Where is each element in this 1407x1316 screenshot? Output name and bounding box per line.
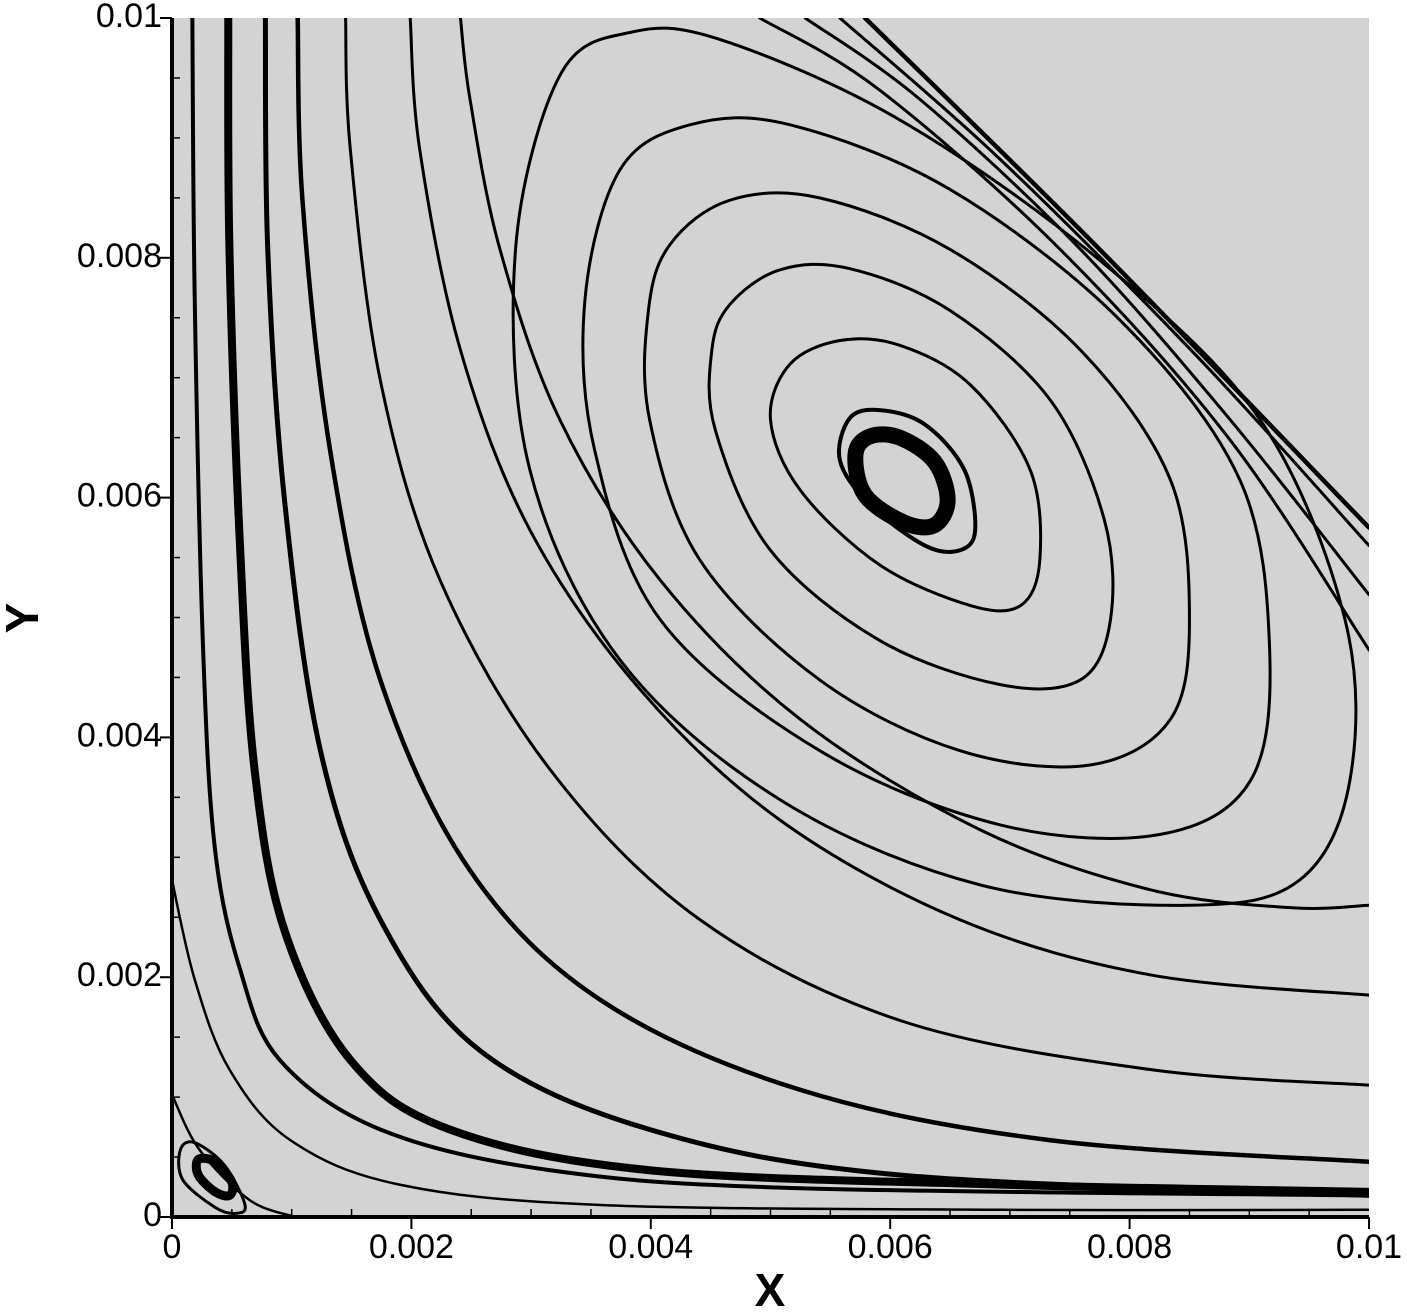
y-axis-title: Y [0,603,48,634]
streamline [837,407,978,554]
streamline [177,1140,247,1215]
y-tick-label: 0.004 [77,716,162,754]
y-tick-label: 0.008 [77,237,162,275]
x-tick-label: 0 [163,1228,182,1266]
streamline [758,18,1369,652]
streamline [191,1153,238,1201]
x-axis-title: X [755,1264,786,1316]
y-tick-label: 0.002 [77,956,162,994]
streamline [172,878,1369,1212]
x-tick-label: 0.01 [1336,1228,1402,1266]
streamline [295,18,1369,1165]
y-tick-label: 0 [143,1196,162,1234]
streamline [581,116,1272,840]
streamline [262,18,1369,1198]
streamline [190,18,1369,1198]
streamline [862,18,1369,530]
streamline [172,1093,297,1217]
streamline [838,18,1369,548]
streamline [511,26,1358,907]
streamline [768,337,1043,613]
streamline [224,18,1369,1196]
x-tick-label: 0.008 [1087,1228,1172,1266]
y-tick-label: 0.01 [96,0,162,35]
x-tick-label: 0.006 [848,1228,933,1266]
streamline [847,426,956,536]
plot-area [172,18,1369,1217]
x-tick-label: 0.004 [608,1228,693,1266]
streamline [458,18,1369,910]
streamline [642,191,1191,769]
streamline [344,18,1369,1087]
streamline [707,262,1115,691]
streamline [408,18,1369,997]
plot-background [172,18,1369,1217]
x-tick-label: 0.002 [369,1228,454,1266]
y-tick-label: 0.006 [77,477,162,515]
streamline [803,18,1369,597]
